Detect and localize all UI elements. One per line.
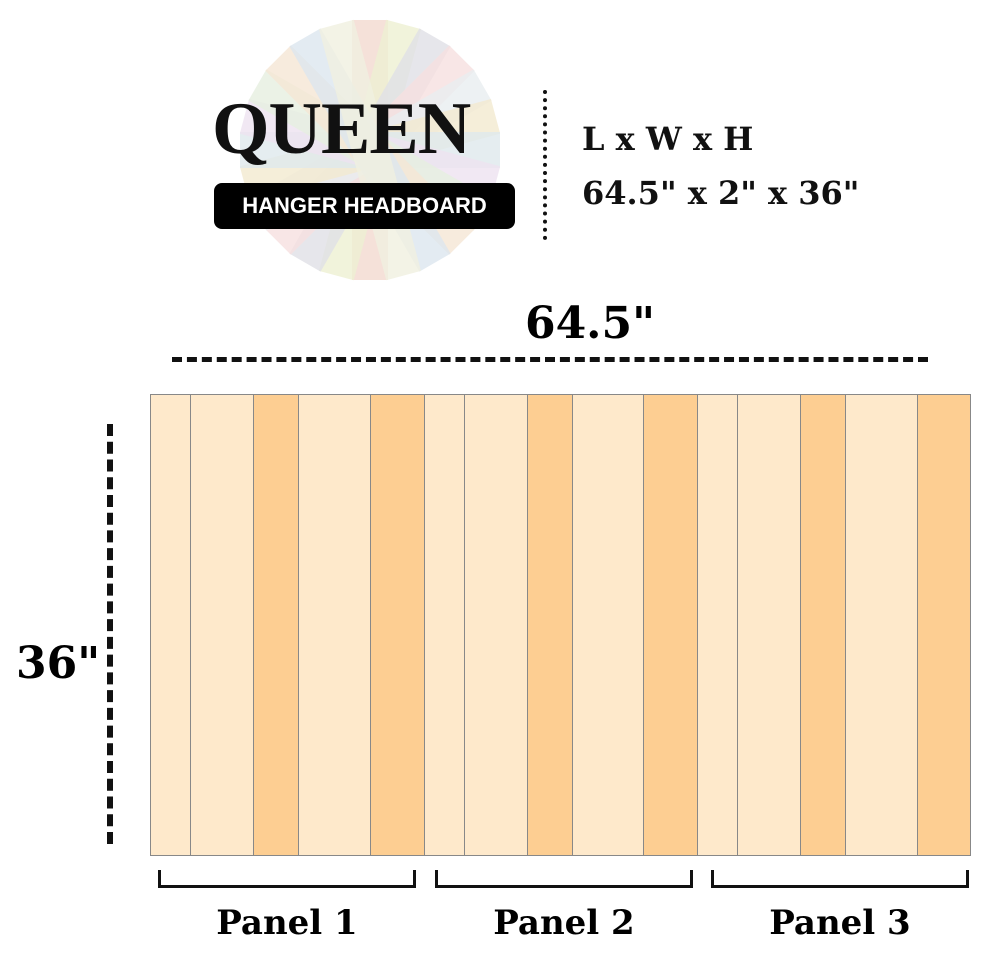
panel-1-bracket xyxy=(158,870,416,888)
panel-3-board xyxy=(845,394,918,856)
width-dimension-line xyxy=(172,357,928,362)
panel-2-board xyxy=(424,394,465,856)
panel-2-board xyxy=(643,394,698,856)
height-label: 36" xyxy=(16,638,101,689)
panel-2-board xyxy=(572,394,644,856)
panel-3-label: Panel 3 xyxy=(769,903,911,943)
panel-3-board xyxy=(737,394,801,856)
panel-2-board xyxy=(464,394,528,856)
height-dimension-line xyxy=(107,424,113,844)
panel-3-board xyxy=(917,394,971,856)
panel-3-board xyxy=(800,394,846,856)
panel-3-board xyxy=(697,394,738,856)
subtitle-badge: HANGER HEADBOARD xyxy=(214,183,515,229)
dotted-divider xyxy=(543,90,547,240)
panel-1-board xyxy=(190,394,254,856)
panel-1-label: Panel 1 xyxy=(216,903,358,943)
panel-1-board xyxy=(370,394,425,856)
page-title: QUEEN xyxy=(212,88,471,170)
panel-1-board xyxy=(150,394,191,856)
panel-1-board xyxy=(253,394,299,856)
panel-2-board xyxy=(527,394,573,856)
panel-2-label: Panel 2 xyxy=(493,903,635,943)
panel-2-bracket xyxy=(435,870,693,888)
width-label: 64.5" xyxy=(524,298,656,349)
dimensions-label: L x W x H xyxy=(582,120,754,158)
panel-3-bracket xyxy=(711,870,969,888)
dimensions-value: 64.5" x 2" x 36" xyxy=(582,174,860,212)
panel-1-board xyxy=(298,394,371,856)
